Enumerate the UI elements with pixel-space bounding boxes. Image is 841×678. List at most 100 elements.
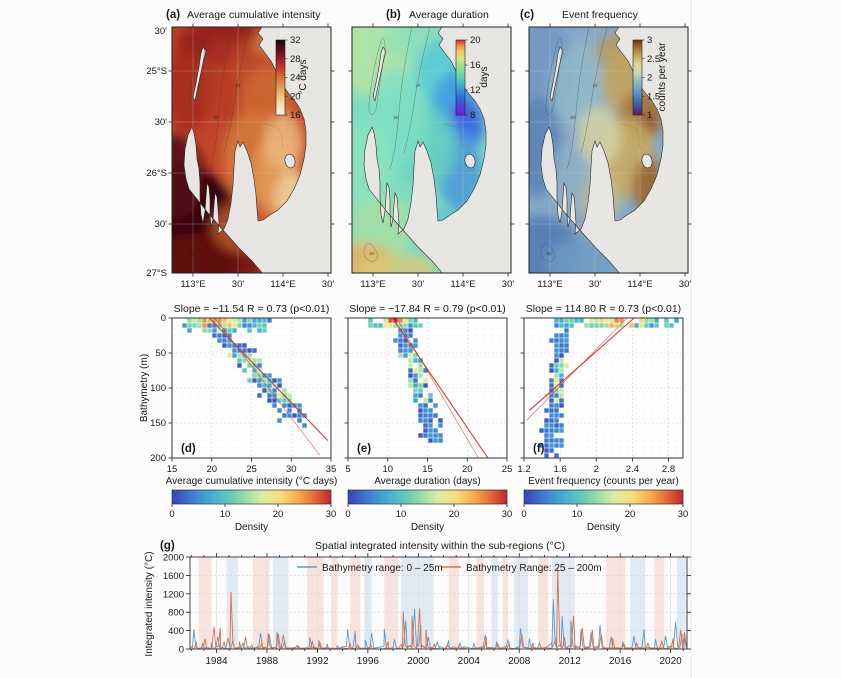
density-cell — [408, 373, 413, 378]
timeseries-ylabel: Integrated intensity (°C) — [144, 551, 155, 656]
el-nino-band — [384, 557, 399, 649]
density-cell — [398, 338, 403, 343]
density-cell — [257, 378, 262, 383]
density-panel-e: 5 10 15 20 25 — [344, 317, 512, 475]
density-cell — [544, 448, 549, 453]
density-cell — [222, 333, 227, 338]
el-nino-band — [538, 557, 549, 649]
density-cell — [423, 403, 428, 408]
density-cell — [549, 368, 554, 373]
density-cell — [403, 343, 408, 348]
density-cell — [408, 318, 413, 323]
heatmap-f: 1.2 1.6 2 2.4 2.8 — [517, 317, 684, 475]
ytick-label: 200 — [150, 453, 166, 464]
density-cell — [428, 408, 433, 413]
xtick-label: 2012 — [559, 656, 582, 667]
density-cell — [539, 428, 544, 433]
density-cell — [257, 328, 262, 333]
colorbar-tick-label: 0 — [521, 509, 526, 520]
density-cell — [252, 358, 257, 363]
density-cell — [569, 323, 574, 328]
density-cell — [232, 328, 237, 333]
colorbar-tick-label: 24 — [290, 73, 301, 84]
density-cell — [418, 363, 423, 368]
colorbar-unit-c: counts per year — [657, 42, 668, 112]
density-cell — [267, 388, 272, 393]
density-cell — [287, 408, 292, 413]
density-cell — [262, 318, 267, 323]
density-cell — [554, 343, 559, 348]
density-cell — [267, 393, 272, 398]
density-cell — [267, 373, 272, 378]
density-cell — [549, 448, 554, 453]
density-cell — [408, 328, 413, 333]
density-cell — [403, 348, 408, 353]
colorbar-tick-label: 20 — [449, 509, 460, 520]
map-sea-c: 50 20 50 — [529, 27, 688, 273]
density-cell — [398, 343, 403, 348]
density-cell — [554, 413, 559, 418]
density-cell — [428, 393, 433, 398]
density-cell — [262, 378, 267, 383]
density-cell — [554, 423, 559, 428]
density-cell — [554, 353, 559, 358]
density-cell — [262, 388, 267, 393]
density-cell — [418, 358, 423, 363]
density-cell — [433, 403, 438, 408]
ytick-label: 400 — [168, 626, 184, 637]
density-cell — [614, 323, 619, 328]
density-cell — [554, 403, 559, 408]
density-cell — [302, 423, 307, 428]
el-nino-band — [476, 557, 484, 649]
density-cell — [559, 393, 564, 398]
map-frame — [528, 26, 689, 274]
sea-blob — [264, 114, 304, 170]
density-cell — [418, 408, 423, 413]
density-cell — [393, 318, 398, 323]
map-colorbar — [455, 39, 466, 116]
density-cell — [629, 323, 634, 328]
density-cell — [639, 323, 644, 328]
density-cell — [403, 353, 408, 358]
density-cell — [192, 318, 197, 323]
density-cell — [413, 368, 418, 373]
colorbar-unit-a: °C days — [298, 59, 309, 94]
map-xtick-label: 113°E — [537, 279, 562, 290]
density-cell — [413, 378, 418, 383]
xtick-label: 2004 — [458, 656, 481, 667]
density-cell — [187, 318, 192, 323]
density-cell — [599, 318, 604, 323]
density-cell — [654, 318, 659, 323]
density-cell — [544, 408, 549, 413]
density-cell — [277, 378, 282, 383]
density-cell — [257, 358, 262, 363]
map-frame — [171, 26, 332, 274]
density-cell — [564, 328, 569, 333]
density-cell — [267, 318, 272, 323]
el-nino-band — [502, 557, 508, 649]
page-edge-line — [690, 0, 692, 678]
density-cell — [403, 338, 408, 343]
density-cell — [413, 338, 418, 343]
density-label-d: Density — [235, 522, 268, 533]
density-cell — [544, 443, 549, 448]
density-cell — [559, 403, 564, 408]
density-cell — [277, 393, 282, 398]
density-cell — [544, 438, 549, 443]
density-cell — [282, 398, 287, 403]
el-nino-band — [253, 557, 270, 649]
density-cell — [222, 323, 227, 328]
density-cell — [398, 333, 403, 338]
density-cell — [222, 318, 227, 323]
density-cell — [634, 323, 639, 328]
density-cell — [247, 328, 252, 333]
density-cell — [207, 323, 212, 328]
density-cell — [559, 338, 564, 343]
density-colorbar: 0 10 20 30 — [521, 489, 688, 520]
map-xtick-label: 114°E — [450, 279, 475, 290]
density-cell — [222, 338, 227, 343]
xtick-label: 30 — [286, 464, 297, 475]
density-cell — [408, 323, 413, 328]
density-cell — [664, 323, 669, 328]
